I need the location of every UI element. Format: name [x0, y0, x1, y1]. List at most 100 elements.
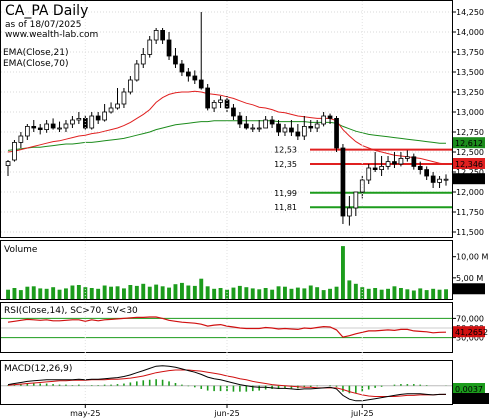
candle-down — [276, 123, 281, 133]
volume-bar — [373, 288, 378, 299]
macd-hist-badge — [453, 383, 485, 394]
macd-line — [7, 365, 447, 402]
volume-bar — [257, 289, 262, 299]
volume-tick-label: 5,00 M — [456, 274, 483, 283]
candle-up — [108, 107, 114, 113]
volume-bar — [392, 286, 397, 299]
candle-down — [160, 29, 165, 41]
level-labels: 12,53 12,35 11,99 11,81 — [274, 146, 297, 213]
candle-up — [121, 91, 127, 105]
volume-bar — [167, 287, 171, 299]
candle-down — [179, 63, 185, 73]
x-tick-label: jul-25 — [350, 409, 374, 418]
volume-bar — [437, 289, 442, 299]
candle-down — [83, 118, 88, 129]
volume-bar — [44, 288, 49, 299]
candle-up — [140, 54, 146, 65]
candle-up — [282, 127, 288, 133]
candle-up — [218, 99, 223, 103]
candle-up — [366, 167, 372, 181]
price-badge-text: 12,160 — [455, 175, 483, 184]
level-label: 12,35 — [274, 160, 297, 169]
candle-down — [340, 147, 346, 217]
candle-up — [263, 119, 269, 129]
price-candles — [5, 12, 449, 226]
price-badges: 12,612 12,346 12,160 — [453, 137, 485, 185]
candle-down — [327, 115, 333, 119]
volume-bar — [379, 289, 384, 299]
volume-bar — [341, 246, 345, 299]
ema21-legend: EMA(Close,21) — [3, 48, 68, 58]
level-label: 12,53 — [274, 146, 297, 155]
level-label: 11,99 — [274, 189, 297, 198]
volume-bar — [444, 289, 448, 299]
candle-up — [5, 161, 11, 167]
candle-up — [301, 126, 307, 137]
price-axis: 14,250 14,000 13,750 13,500 13,250 13,000 12,7… — [452, 8, 484, 237]
candle-up — [115, 103, 120, 109]
volume-bar — [231, 287, 236, 299]
candle-up — [379, 165, 385, 170]
volume-bar — [218, 288, 223, 299]
price-tick-label: 14,000 — [456, 28, 484, 37]
candle-up — [44, 123, 50, 130]
candle-up — [353, 191, 359, 209]
candle-down — [205, 87, 210, 109]
price-tick-label: 12,250 — [456, 168, 484, 177]
volume-bar — [96, 288, 101, 299]
price-badge — [453, 158, 485, 169]
candle-up — [321, 115, 327, 125]
volume-bar — [431, 288, 436, 299]
volume-bar — [353, 283, 358, 299]
price-badge — [453, 173, 485, 185]
candle-down — [308, 126, 314, 129]
x-tick-label: jun-25 — [213, 409, 239, 418]
price-tick-label: 13,250 — [456, 88, 484, 97]
volume-bar — [366, 288, 371, 299]
volume-bar — [70, 285, 75, 299]
volume-bar — [173, 284, 178, 299]
candle-up — [437, 178, 442, 183]
price-tick-label: 12,500 — [456, 148, 484, 157]
candle-up — [250, 127, 256, 130]
volume-bar — [186, 285, 191, 299]
price-tick-label: 13,000 — [456, 108, 484, 117]
volume-bar — [302, 288, 307, 299]
candle-up — [70, 119, 75, 125]
volume-bar — [276, 286, 281, 299]
volume-bar — [76, 285, 81, 299]
candle-down — [269, 119, 275, 125]
x-axis: may-25 jun-25 jul-25 — [70, 1, 374, 418]
volume-bar — [418, 288, 423, 299]
volume-bar — [18, 290, 23, 299]
candle-down — [243, 123, 249, 129]
candle-up — [76, 118, 82, 121]
candle-up — [102, 111, 107, 121]
volume-bar — [154, 284, 159, 299]
volume-bar — [6, 289, 10, 299]
volume-bar — [289, 288, 294, 299]
volume-bar — [64, 288, 68, 299]
candle-up — [134, 63, 140, 81]
price-badge-text: 12,612 — [455, 139, 483, 148]
volume-bar — [192, 285, 197, 299]
volume-bar — [160, 286, 165, 299]
volume-tick-label: 10,00 M — [456, 253, 488, 262]
candle-up — [314, 123, 320, 129]
price-tick-label: 11,750 — [456, 208, 484, 217]
volume-bar — [360, 287, 365, 299]
volume-bar — [115, 286, 120, 299]
volume-bar — [128, 285, 133, 299]
volume-bar — [122, 288, 126, 299]
candle-down — [50, 123, 56, 129]
price-tick-label: 12,750 — [456, 128, 484, 137]
candle-down — [173, 55, 178, 65]
candle-up — [24, 126, 30, 137]
volume-bar — [102, 285, 107, 299]
candle-up — [18, 135, 24, 143]
price-tick-label: 11,500 — [456, 228, 484, 237]
candle-down — [185, 71, 191, 77]
volume-bar — [405, 289, 410, 299]
volume-bar — [31, 286, 36, 299]
